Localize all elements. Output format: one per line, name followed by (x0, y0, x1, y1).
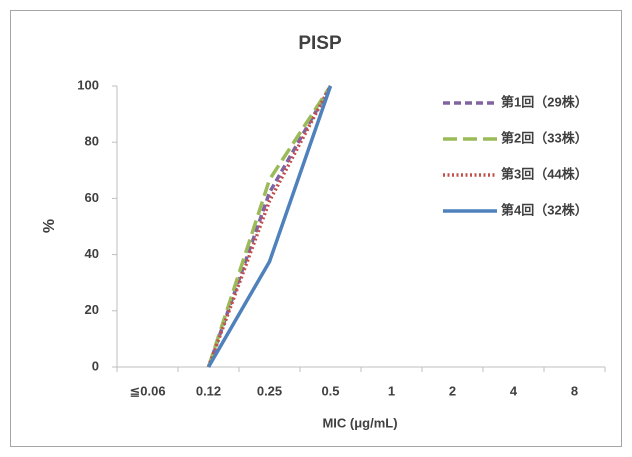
series-line (206, 85, 332, 368)
legend-label: 第3回（44株） (501, 166, 588, 181)
x-tick-label: 0.25 (257, 383, 282, 398)
x-tick-label: 0.5 (321, 383, 339, 398)
series-line (206, 85, 333, 368)
x-tick-label: 4 (510, 383, 518, 398)
y-tick-label: 100 (77, 77, 99, 92)
y-tick-label: 60 (85, 190, 99, 205)
chart-frame (10, 10, 622, 447)
y-tick-label: 0 (92, 358, 99, 373)
x-tick-label: 8 (571, 383, 578, 398)
y-tick-label: 20 (85, 302, 99, 317)
x-tick-label: 2 (449, 383, 456, 398)
x-tick-label: 0.12 (196, 383, 221, 398)
legend-label: 第4回（32株） (501, 202, 588, 217)
x-axis-label: MIC (μg/mL) (322, 415, 397, 430)
y-tick-label: 40 (85, 246, 99, 261)
y-tick-label: 80 (85, 134, 99, 149)
legend-label: 第2回（33株） (501, 130, 588, 145)
chart-title: PISP (298, 33, 342, 54)
x-tick-label: ≦0.06 (129, 383, 165, 398)
legend-label: 第1回（29株） (501, 94, 588, 109)
series-line (206, 85, 333, 368)
y-axis-label: % (41, 219, 58, 233)
x-tick-label: 1 (388, 383, 395, 398)
